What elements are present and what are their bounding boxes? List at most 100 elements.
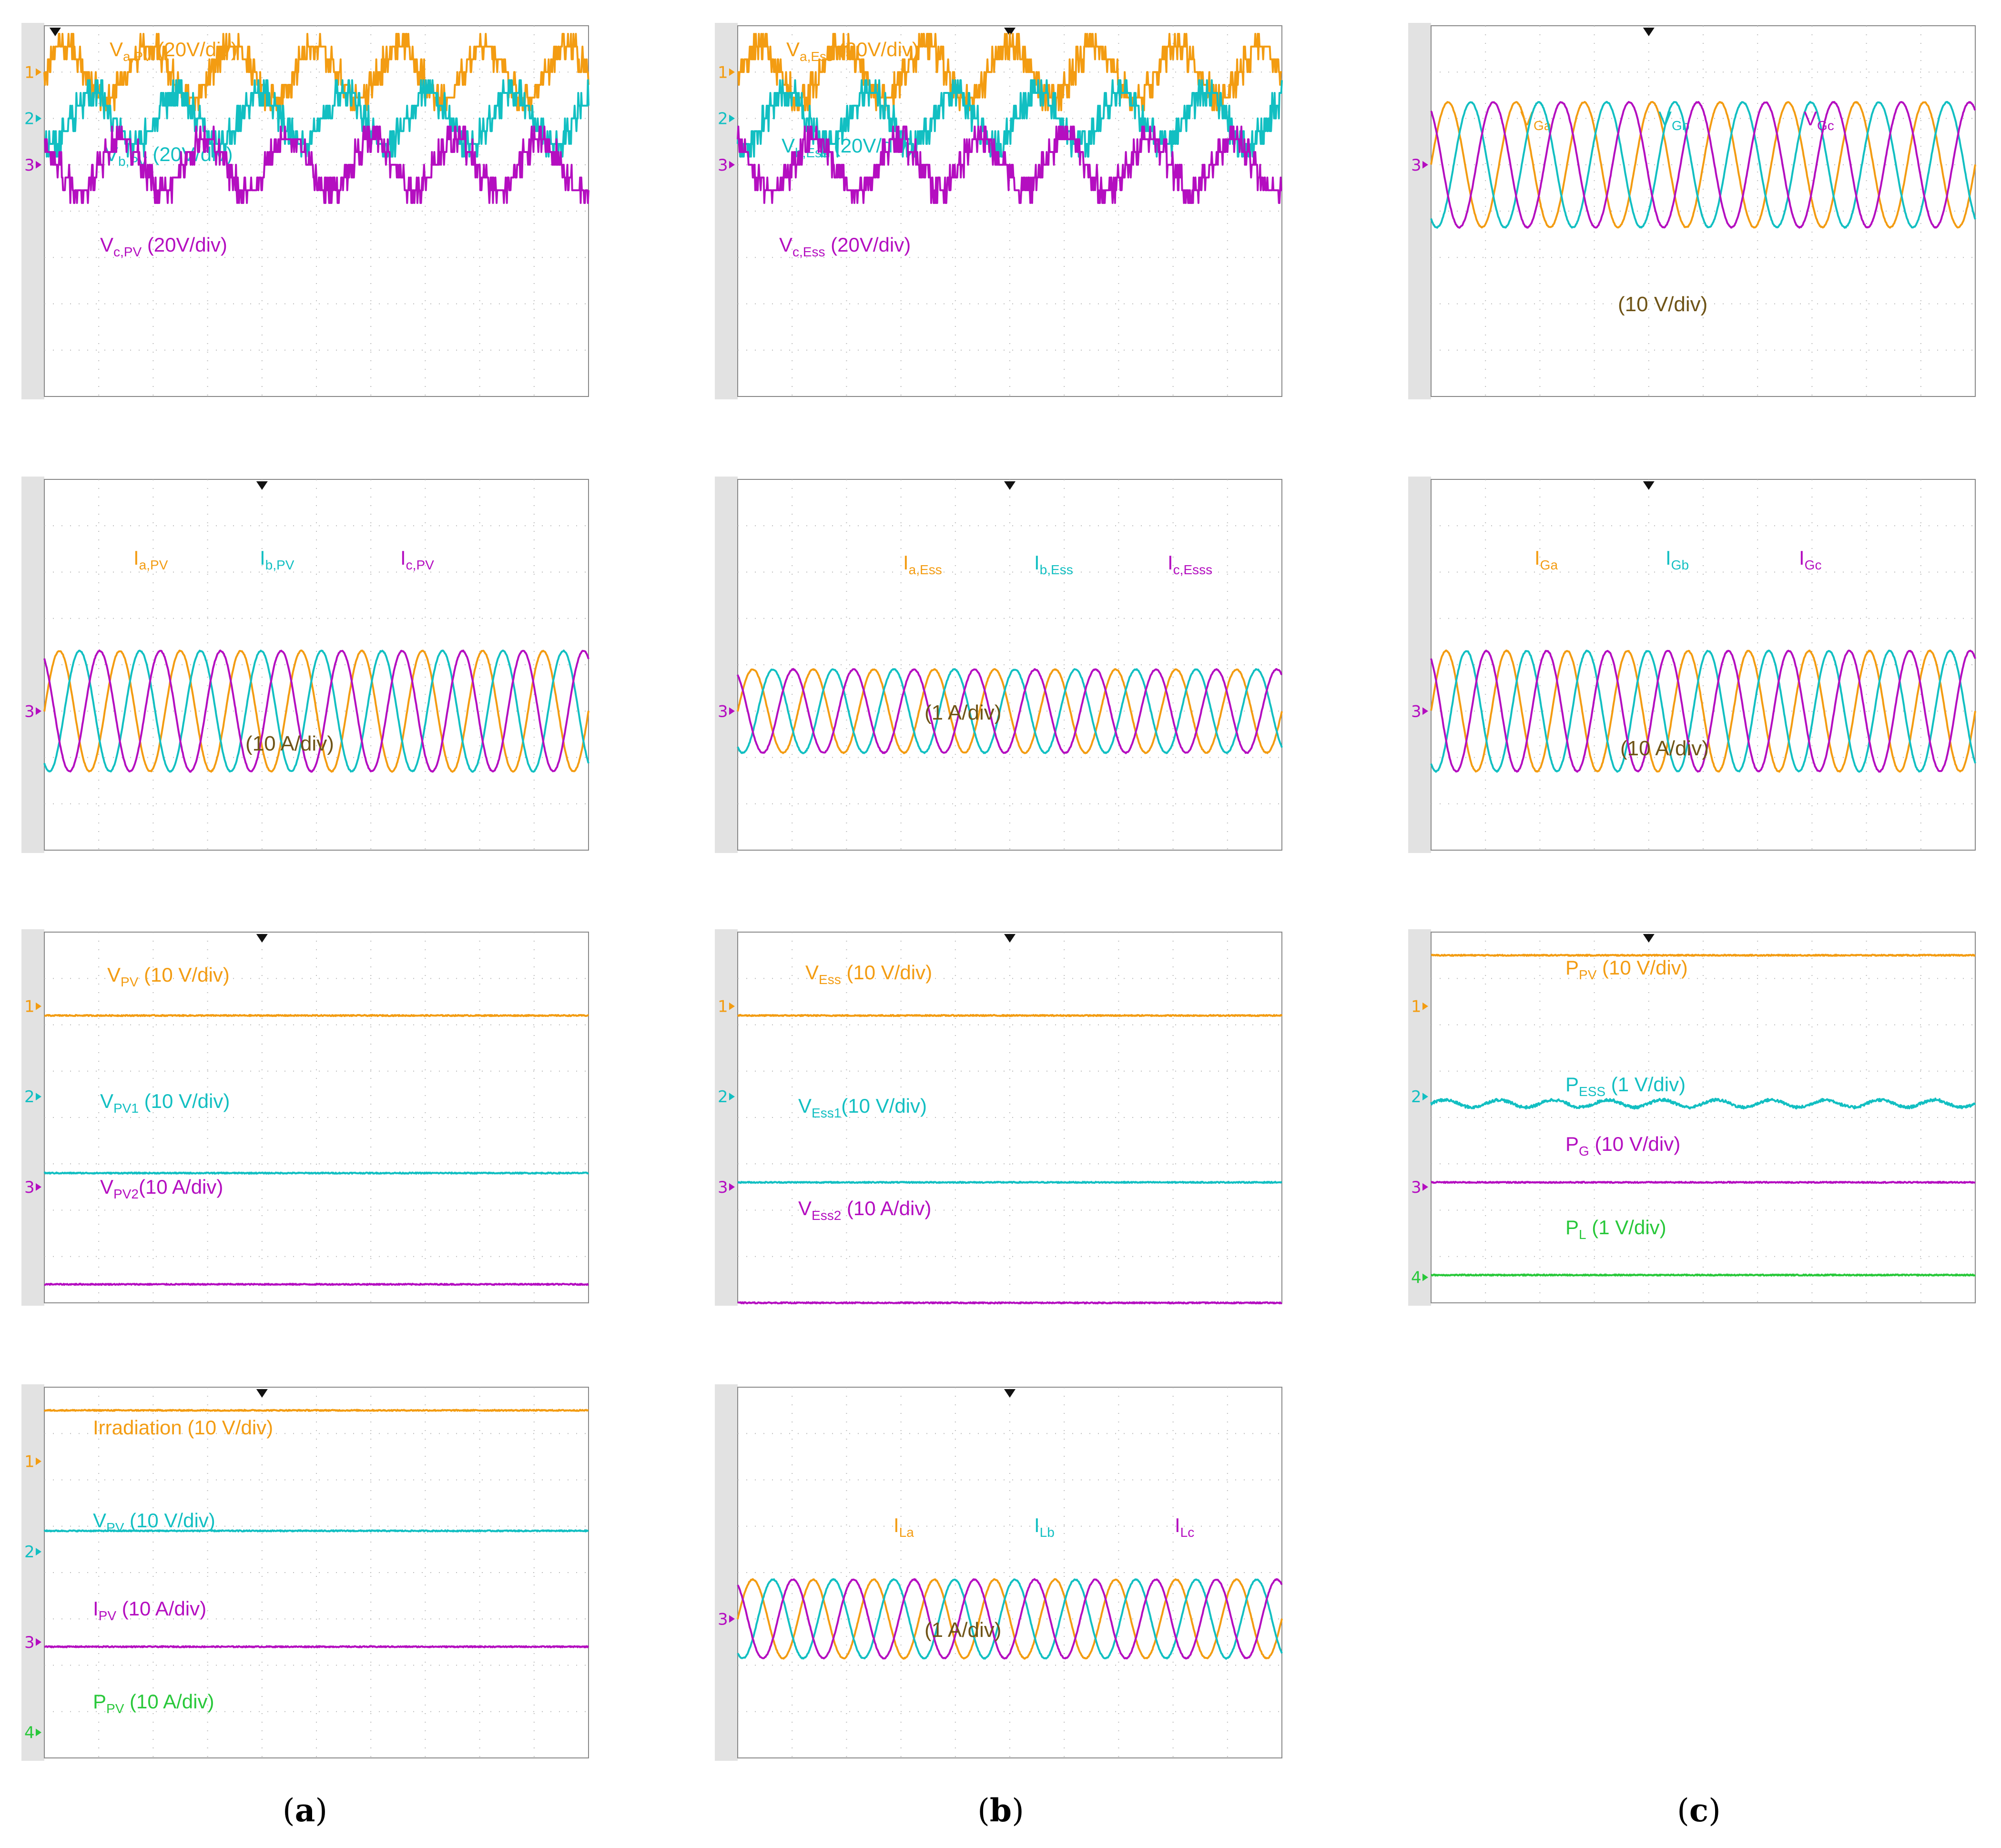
channel-strip: [21, 23, 44, 399]
trace-b3-1: [737, 1180, 1282, 1184]
trace-c1-2: [1430, 101, 1976, 229]
scope-panel-a3: 1 2 3 VPV (10 V/div) VPV1 (10 V/div) VPV2(10 …: [21, 929, 593, 1306]
trace-a3-0: [44, 1014, 589, 1017]
series-label: VEss2 (10 A/div): [798, 1197, 931, 1223]
series-label: Ib,PV: [260, 547, 295, 572]
channel-arrow-icon: [36, 1093, 41, 1101]
channel-marker-3: 3: [718, 1610, 728, 1629]
series-label: VGc: [1804, 107, 1834, 133]
trigger-arrow-icon: [1004, 934, 1016, 943]
channel-strip: [715, 23, 738, 399]
caption-a: (a): [282, 1792, 328, 1829]
grid-frame: [737, 479, 1282, 851]
scale-label: (10 A/div): [1620, 737, 1709, 760]
channel-marker-1: 1: [718, 63, 728, 82]
series-label: VPV (10 V/div): [107, 964, 230, 989]
scope-svg-a3: 1 2 3 VPV (10 V/div) VPV1 (10 V/div) VPV2(10 …: [21, 929, 589, 1306]
channel-marker-2: 2: [24, 110, 35, 129]
trace-a4-1: [43, 1529, 589, 1533]
scope-panel-b1: 1 2 3 Va,Ess (20V/div) Vb,Ess (20V/div) Vc,Es…: [715, 23, 1287, 399]
grid-frame: [44, 479, 589, 851]
channel-marker-3: 3: [24, 1633, 35, 1652]
series-label: ILb: [1034, 1514, 1055, 1540]
trace-b2-0: [737, 668, 1283, 754]
scope-panel-a4: 1 2 3 4 Irradiation (10 V/div) VPV (10 V/div)…: [21, 1384, 593, 1761]
channel-marker-4: 4: [1411, 1269, 1422, 1288]
trace-c3-0: [1431, 954, 1976, 957]
series-label: VPV1 (10 V/div): [100, 1090, 230, 1116]
series-label: Vc,PV (20V/div): [100, 234, 227, 259]
trace-c3-2: [1431, 1180, 1976, 1184]
series-label: VEss (10 V/div): [805, 961, 932, 987]
series-label: VPV (10 V/div): [93, 1509, 215, 1535]
channel-arrow-icon: [36, 1002, 41, 1010]
channel-arrow-icon: [36, 1638, 41, 1646]
scope-panel-a1: 1 2 3 Va,PV (20V/div) Vb,PV (20V/div) Vc,PV (…: [21, 23, 593, 399]
trace-a4-0: [43, 1409, 589, 1412]
trace-c1-0: [1430, 101, 1976, 229]
scope-svg-b2: 3 Ia,Ess Ib,Ess Ic,Esss (1 A/div): [715, 477, 1283, 853]
series-label: Ia,Ess: [903, 551, 942, 577]
series-label: PPV (10 V/div): [1565, 956, 1688, 982]
trigger-arrow-icon: [256, 1389, 268, 1398]
series-label: PG (10 V/div): [1565, 1133, 1680, 1158]
channel-marker-1: 1: [24, 1452, 35, 1472]
channel-strip: [1408, 929, 1431, 1306]
series-label: Ia,PV: [133, 547, 168, 572]
trace-c1-1: [1430, 101, 1976, 229]
trigger-arrow-icon: [256, 481, 268, 490]
channel-arrow-icon: [36, 114, 41, 122]
channel-marker-3: 3: [24, 702, 35, 721]
channel-marker-3: 3: [24, 156, 35, 175]
scope-panel-a2: 3 Ia,PV Ib,PV Ic,PV (10 A/div): [21, 477, 593, 853]
scope-svg-b4: 3 ILa ILb ILc (1 A/div): [715, 1384, 1283, 1761]
series-label: IPV (10 A/div): [93, 1597, 206, 1623]
scope-panel-c3: 1 2 3 4 PPV (10 V/div) PESS (1 V/div) PG (10 V…: [1408, 929, 1980, 1306]
series-label: IGb: [1666, 547, 1689, 572]
trace-b1-2: [737, 125, 1282, 204]
caption-c: (c): [1677, 1792, 1721, 1829]
trace-b4-0: [737, 1578, 1283, 1660]
channel-marker-3: 3: [718, 1178, 728, 1197]
channel-arrow-icon: [36, 1183, 41, 1191]
caption-b: (b): [977, 1792, 1024, 1829]
channel-marker-1: 1: [1411, 997, 1422, 1016]
channel-marker-3: 3: [1411, 1178, 1422, 1197]
series-label: IGa: [1534, 547, 1558, 572]
channel-strip: [21, 1384, 44, 1761]
trigger-arrow-icon: [49, 28, 61, 36]
scope-svg-c2: 3 IGa IGb IGc (10 A/div): [1408, 477, 1976, 853]
channel-arrow-icon: [729, 707, 735, 715]
channel-arrow-icon: [729, 1002, 735, 1010]
channel-arrow-icon: [1422, 1093, 1428, 1101]
trace-a4-2: [44, 1645, 589, 1648]
series-label: Va,Ess (20V/div): [786, 38, 919, 64]
channel-marker-3: 3: [24, 1178, 35, 1197]
trace-a1-0: [43, 33, 589, 112]
channel-marker-1: 1: [24, 997, 35, 1016]
channel-arrow-icon: [729, 114, 735, 122]
channel-marker-1: 1: [718, 997, 728, 1016]
channel-strip: [21, 929, 44, 1306]
scale-label: (1 A/div): [924, 1618, 1001, 1642]
scope-panel-b2: 3 Ia,Ess Ib,Ess Ic,Esss (1 A/div): [715, 477, 1287, 853]
channel-marker-3: 3: [718, 156, 728, 175]
channel-strip: [715, 929, 738, 1306]
scale-label: (10 A/div): [245, 732, 334, 755]
series-label: Ib,Ess: [1034, 551, 1073, 577]
trace-b4-1: [737, 1578, 1283, 1660]
channel-arrow-icon: [36, 1548, 41, 1556]
trigger-arrow-icon: [1004, 1389, 1016, 1398]
scope-panel-c2: 3 IGa IGb IGc (10 A/div): [1408, 477, 1980, 853]
grid-frame: [737, 1387, 1282, 1758]
series-label: VPV2(10 A/div): [100, 1176, 223, 1201]
trace-a3-1: [43, 1171, 589, 1175]
trace-b4-2: [737, 1578, 1283, 1660]
channel-arrow-icon: [36, 1457, 41, 1465]
channel-arrow-icon: [729, 1183, 735, 1191]
channel-strip: [1408, 477, 1431, 853]
channel-marker-3: 3: [718, 702, 728, 721]
